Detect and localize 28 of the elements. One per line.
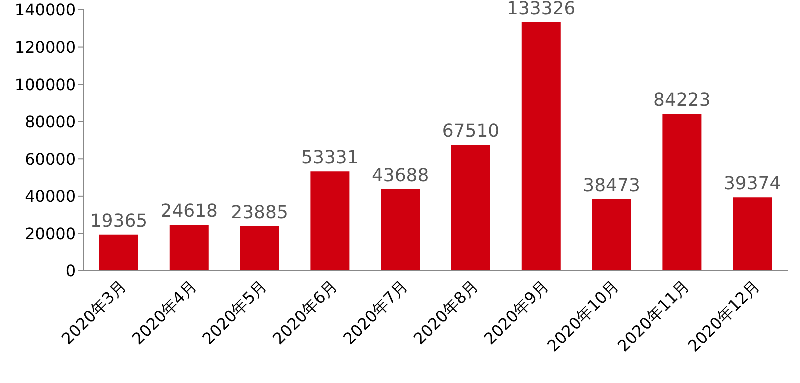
y-tick-label: 60000 bbox=[25, 150, 76, 169]
y-tick-label: 80000 bbox=[25, 112, 76, 132]
bar bbox=[592, 199, 632, 271]
bar bbox=[733, 198, 772, 271]
y-tick-label: 40000 bbox=[25, 187, 76, 206]
bar bbox=[662, 114, 702, 271]
data-label: 53331 bbox=[302, 148, 359, 169]
bar bbox=[522, 22, 561, 271]
y-tick-label: 100000 bbox=[14, 75, 76, 94]
y-tick-label: 0 bbox=[66, 262, 76, 281]
data-label: 39374 bbox=[724, 174, 782, 195]
data-label: 23885 bbox=[231, 202, 288, 224]
data-label: 67510 bbox=[442, 121, 500, 142]
y-tick-label: 20000 bbox=[25, 224, 76, 244]
bar bbox=[170, 225, 209, 271]
data-label: 133326 bbox=[507, 0, 576, 20]
data-label: 38473 bbox=[583, 175, 640, 196]
data-label: 19365 bbox=[90, 210, 148, 232]
y-tick-label: 140000 bbox=[14, 0, 76, 20]
y-tick-label: 120000 bbox=[14, 38, 76, 57]
bar bbox=[310, 172, 350, 271]
bar bbox=[240, 226, 280, 271]
data-label: 84223 bbox=[654, 90, 711, 111]
bar bbox=[451, 145, 490, 271]
bar bbox=[381, 190, 420, 271]
data-label: 43688 bbox=[372, 166, 430, 187]
data-label: 24618 bbox=[160, 201, 218, 222]
bar bbox=[99, 234, 138, 271]
